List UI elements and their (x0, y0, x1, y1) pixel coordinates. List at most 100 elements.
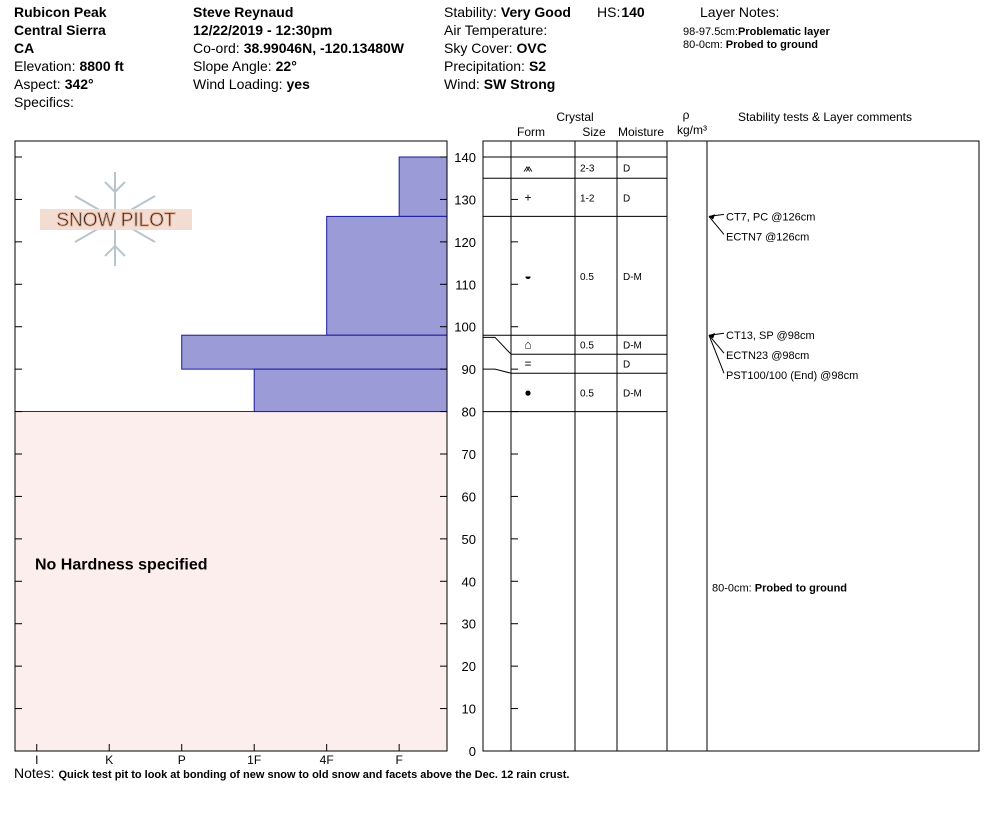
test-arrow (708, 216, 725, 235)
layer-note-value: Problematic layer (738, 26, 830, 38)
column-header: kg/m³ (677, 123, 707, 137)
layer-note-value: Probed to ground (726, 39, 818, 51)
no-hardness-region (14, 411, 448, 752)
header-field-label: Stability: (444, 4, 497, 20)
test-arrowhead (709, 333, 715, 339)
test-label: ECTN7 @126cm (726, 231, 809, 243)
grain-form: + (524, 190, 531, 204)
header-field: Central Sierra (14, 22, 106, 38)
snow-height-label: HS: (597, 4, 620, 20)
layer-comment: 80-0cm: Probed to ground (712, 582, 847, 594)
moisture: D-M (623, 272, 642, 283)
moisture: D (623, 360, 630, 371)
grain-size: 1-2 (580, 193, 595, 204)
header-field-value: 22° (276, 58, 297, 74)
header-field-label: Co-ord: (193, 40, 240, 56)
grain-size: 0.5 (580, 272, 594, 283)
layer-note-label: 80-0cm: (683, 39, 723, 51)
column-header: ρ (683, 108, 690, 122)
moisture: D (623, 164, 630, 175)
layer-table-frame (482, 140, 980, 752)
header-field-value: Rubicon Peak (14, 4, 107, 20)
header-field-label: Air Temperature: (444, 22, 547, 38)
header-field-label: Elevation: (14, 58, 75, 74)
header-field-value: 8800 ft (79, 58, 124, 74)
y-tick-label: 20 (462, 659, 476, 674)
grain-size: 2-3 (580, 164, 595, 175)
x-tick-label: I (35, 753, 38, 767)
moisture: D-M (623, 388, 642, 399)
y-tick-label: 120 (454, 235, 476, 250)
test-label: CT7, PC @126cm (726, 211, 815, 223)
moisture: D-M (623, 341, 642, 352)
grain-form: = (524, 357, 531, 371)
y-tick-label: 100 (454, 320, 476, 335)
header-field-value: 12/22/2019 - 12:30pm (193, 22, 332, 38)
grain-size: 0.5 (580, 388, 594, 399)
grain-form: ● (524, 385, 531, 399)
y-tick-label: 30 (462, 617, 476, 632)
test-arrow (708, 334, 725, 354)
header-field: Aspect: 342° (14, 76, 94, 92)
header-field-value: OVC (516, 40, 546, 56)
layer-notes-title: Layer Notes: (700, 4, 779, 20)
test-arrow (708, 335, 725, 374)
test-label: CT13, SP @98cm (726, 330, 815, 342)
y-tick-label: 90 (462, 362, 476, 377)
y-tick-label: 10 (462, 702, 476, 717)
header-field-label: Precipitation: (444, 58, 525, 74)
header-field: Wind Loading: yes (193, 76, 310, 92)
header-field: Sky Cover: OVC (444, 40, 547, 56)
hardness-bar (181, 334, 448, 370)
header-field-value: 38.99046N, -120.13480W (244, 40, 405, 56)
column-header: Size (582, 125, 606, 139)
header-field-label: Sky Cover: (444, 40, 512, 56)
no-hardness-label: No Hardness specified (35, 556, 208, 573)
notes-value: Quick test pit to look at bonding of new… (58, 769, 569, 781)
y-tick-label: 60 (462, 489, 476, 504)
snow-height: HS:140 (597, 4, 645, 20)
y-tick-label: 130 (454, 192, 476, 207)
column-header: Form (517, 125, 545, 139)
x-tick-label: 1F (247, 753, 261, 767)
layer-comment-label: 80-0cm: (712, 582, 752, 594)
hardness-bar (398, 156, 448, 217)
moisture: D (623, 193, 630, 204)
header-field: Steve Reynaud (193, 4, 293, 20)
logo-text: SNOW PILOT (56, 210, 176, 231)
layer-note: 80-0cm: Probed to ground (683, 39, 818, 51)
header-field: Rubicon Peak (14, 4, 107, 20)
logo: SNOW PILOT (40, 172, 192, 266)
header-field-label: Aspect: (14, 76, 61, 92)
header-field: 12/22/2019 - 12:30pm (193, 22, 332, 38)
header-field: Elevation: 8800 ft (14, 58, 124, 74)
layer-connector (483, 368, 512, 374)
header-field: Co-ord: 38.99046N, -120.13480W (193, 40, 405, 56)
grain-form: ◒ (524, 269, 531, 283)
header-field-label: Wind: (444, 76, 480, 92)
grain-form: ⌂ (524, 338, 531, 352)
header-field-value: SW Strong (484, 76, 556, 92)
y-tick-label: 140 (454, 150, 476, 165)
x-tick-label: K (105, 753, 113, 767)
y-tick-label: 80 (462, 405, 476, 420)
column-header: Crystal (556, 110, 593, 124)
grain-form: ⩕ (523, 161, 533, 175)
notes: Notes: Quick test pit to look at bonding … (14, 765, 569, 781)
grain-size: 0.5 (580, 341, 594, 352)
layer-connector (483, 336, 512, 355)
y-tick-label: 0 (469, 744, 476, 759)
header-field-value: Central Sierra (14, 22, 106, 38)
header-field-value: S2 (529, 58, 546, 74)
layer-note: 98-97.5cm:Problematic layer (683, 26, 830, 38)
header-field: Stability: Very Good (444, 4, 571, 20)
hardness-frame (14, 140, 448, 752)
column-header: Moisture (618, 125, 664, 139)
header-field: CA (14, 40, 34, 56)
header-field-value: CA (14, 40, 34, 56)
header-field: Specifics: (14, 94, 74, 110)
layer-comment-value: Probed to ground (755, 582, 847, 594)
layer-note-label: 98-97.5cm: (683, 26, 738, 38)
x-tick-label: F (395, 753, 402, 767)
